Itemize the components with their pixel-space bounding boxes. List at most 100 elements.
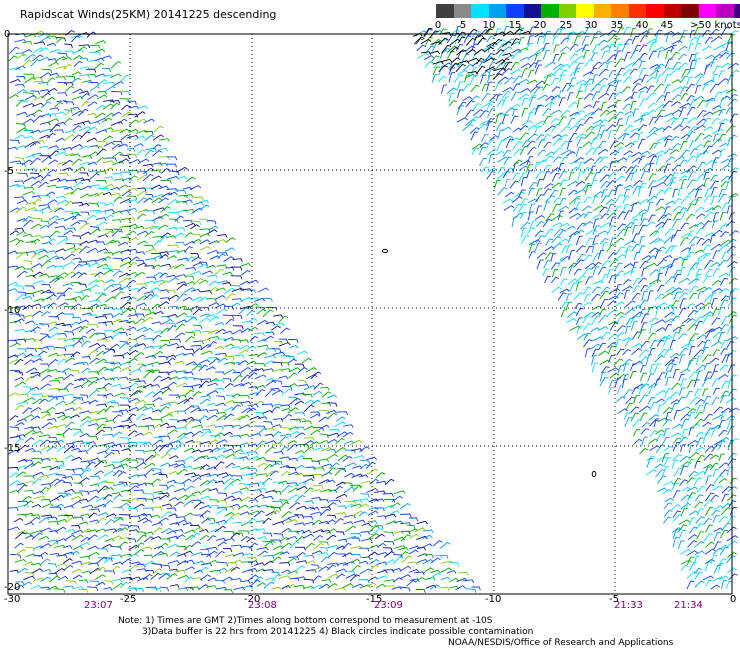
- wind-barb: [224, 247, 236, 252]
- wind-barb: [335, 573, 346, 579]
- wind-barb: [704, 259, 714, 270]
- wind-barb: [527, 133, 538, 141]
- wind-barb: [703, 466, 712, 475]
- wind-barb: [295, 426, 306, 431]
- wind-barb: [726, 205, 733, 214]
- wind-barb: [63, 186, 74, 191]
- wind-barb: [32, 358, 43, 363]
- wind-barb: [144, 450, 157, 454]
- wind-barb: [105, 239, 117, 245]
- wind-barb: [630, 100, 637, 110]
- wind-barb: [673, 198, 683, 205]
- wind-barb: [73, 60, 83, 68]
- wind-barb: [129, 482, 140, 487]
- wind-barb: [535, 80, 546, 87]
- wind-barb: [230, 566, 240, 572]
- wind-barb: [520, 227, 527, 238]
- wind-barb: [473, 34, 481, 45]
- wind-barb: [543, 141, 552, 149]
- wind-barb: [159, 586, 169, 592]
- wind-barb: [591, 348, 600, 358]
- wind-barb: [121, 448, 131, 452]
- wind-barb: [208, 240, 220, 245]
- wind-barb: [70, 550, 80, 555]
- wind-barb: [153, 445, 163, 452]
- wind-barb: [688, 43, 695, 52]
- wind-barb: [54, 207, 64, 213]
- wind-barb: [175, 460, 186, 464]
- wind-barb: [303, 578, 315, 584]
- wind-barb: [215, 338, 227, 343]
- wind-barb: [536, 252, 547, 259]
- wind-barb: [102, 191, 113, 196]
- wind-barb: [583, 332, 591, 341]
- wind-barb: [678, 324, 685, 335]
- wind-barb: [631, 331, 642, 340]
- wind-barb: [63, 63, 72, 70]
- wind-barb: [238, 307, 250, 315]
- wind-barb: [128, 158, 141, 165]
- wind-barb: [215, 352, 228, 357]
- wind-barb: [607, 116, 618, 123]
- wind-barb: [702, 117, 712, 126]
- wind-barb: [657, 475, 667, 484]
- wind-barb: [14, 358, 24, 366]
- wind-barb: [505, 54, 515, 60]
- wind-barb: [510, 61, 519, 71]
- wind-barb: [24, 437, 35, 443]
- wind-barb: [673, 409, 681, 420]
- colorbar-tick: 0: [434, 20, 442, 31]
- wind-barb: [335, 493, 348, 499]
- wind-barb: [681, 125, 691, 132]
- wind-barb: [23, 500, 34, 507]
- wind-barb: [8, 392, 19, 397]
- wind-barb: [702, 388, 709, 397]
- wind-barb: [125, 217, 136, 221]
- wind-barb: [302, 458, 314, 462]
- wind-barb: [143, 337, 155, 342]
- wind-barb: [223, 506, 235, 511]
- wind-barb: [182, 522, 193, 526]
- wind-barb: [654, 46, 665, 52]
- wind-barb: [142, 492, 155, 498]
- wind-barb: [560, 149, 573, 156]
- wind-barb: [48, 352, 60, 357]
- wind-barb: [623, 363, 630, 372]
- wind-barb: [166, 322, 177, 327]
- wind-barb: [528, 53, 539, 59]
- wind-barb: [31, 430, 43, 435]
- wind-barb: [281, 585, 291, 590]
- wind-barb: [648, 247, 659, 254]
- wind-barb: [79, 432, 90, 438]
- wind-barb: [157, 301, 170, 308]
- wind-barb: [304, 437, 315, 442]
- wind-barb: [711, 149, 722, 155]
- wind-barb: [113, 327, 125, 333]
- wind-barb: [221, 576, 233, 582]
- wind-barb: [126, 100, 137, 105]
- wind-barb: [309, 413, 321, 419]
- wind-barb: [144, 149, 154, 157]
- wind-barb: [703, 177, 710, 187]
- wind-barb: [199, 239, 210, 245]
- wind-barb: [166, 163, 178, 168]
- wind-barb: [111, 535, 123, 540]
- wind-barb: [681, 559, 692, 565]
- wind-barb: [144, 230, 155, 238]
- wind-barb: [63, 338, 75, 343]
- wind-barb: [39, 474, 49, 479]
- wind-barb: [663, 45, 675, 51]
- wind-barb: [726, 426, 735, 436]
- wind-barb: [257, 416, 268, 420]
- wind-barb: [173, 463, 186, 468]
- wind-barb: [174, 569, 186, 574]
- wind-barb: [96, 366, 108, 374]
- wind-barb: [416, 44, 427, 52]
- wind-barb: [622, 76, 632, 84]
- wind-barb: [657, 372, 666, 381]
- wind-barb: [615, 311, 625, 318]
- wind-barb: [95, 217, 107, 221]
- wind-barb: [54, 312, 66, 318]
- wind-barb: [62, 324, 72, 328]
- wind-barb: [569, 70, 580, 77]
